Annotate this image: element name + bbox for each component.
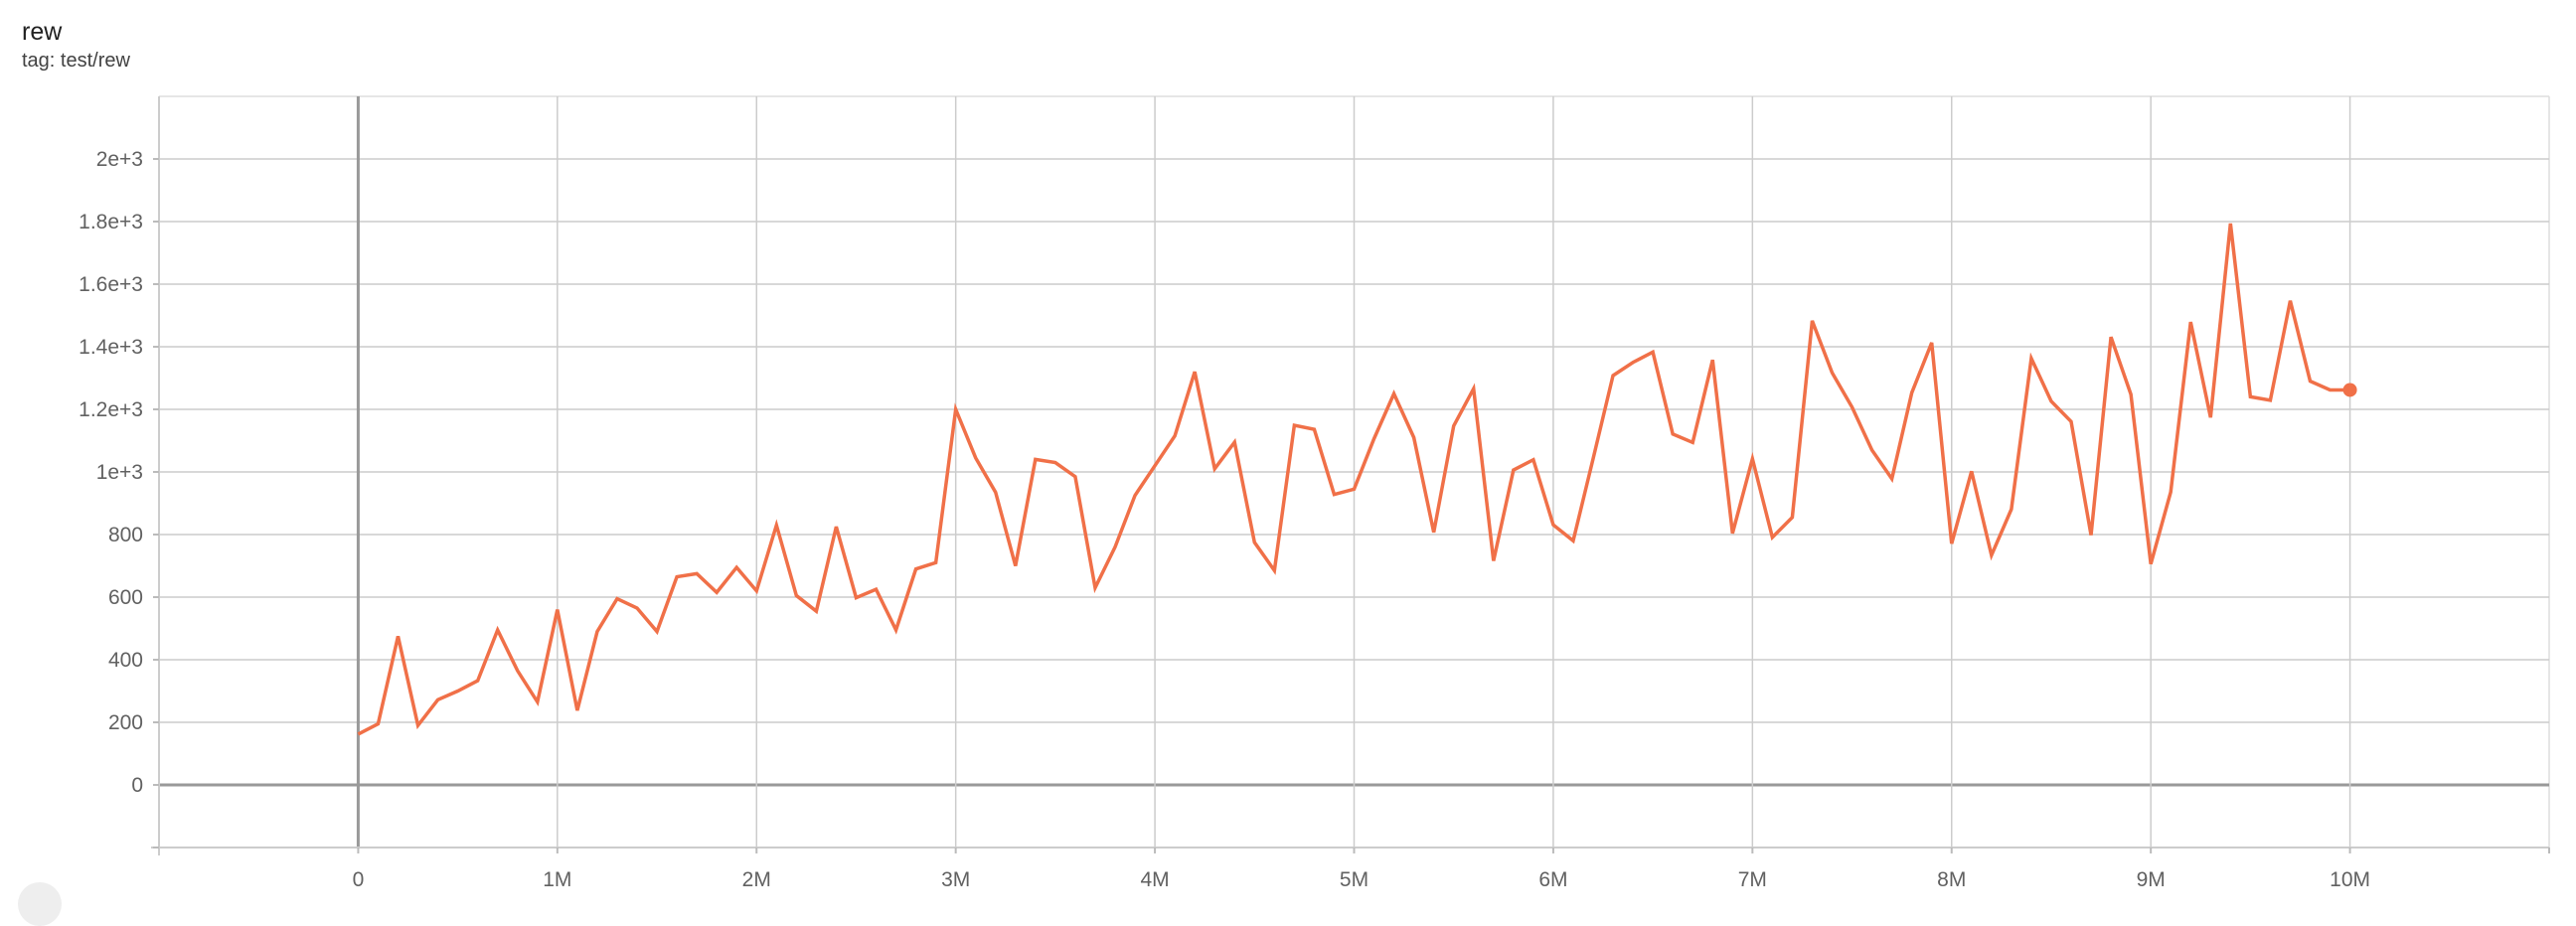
x-tick-label: 0 [353,868,365,891]
data-point [2342,383,2357,397]
y-tick-label: 800 [108,524,143,546]
x-tick-label: 4M [1140,868,1169,891]
y-tick-label: 400 [108,649,143,672]
line-chart[interactable]: 0 200 400 600 800 1e+3 1.2e+3 1.4e+3 1.6e+3 1.8e+… [0,0,2576,900]
x-tick-label: 5M [1340,868,1368,891]
chart-title: rew [22,18,63,46]
x-tick-label: 6M [1538,868,1567,891]
grid [159,95,2550,848]
series [357,223,2357,736]
series-line [357,223,2350,736]
chart-tag: tag: test/rew [22,50,130,72]
x-tick-label: 2M [742,868,771,891]
y-tick-label: 1e+3 [96,461,143,484]
y-tick-label: 1.8e+3 [79,211,143,233]
x-tick-label: 1M [543,868,571,891]
fit-domain-button[interactable] [18,882,62,926]
axes [151,96,2550,855]
y-tick-label: 600 [108,586,143,609]
x-tick-label: 9M [2137,868,2166,891]
y-tick-label: 1.6e+3 [79,273,143,296]
y-tick-label: 1.2e+3 [79,398,143,421]
y-tick-label: 0 [131,774,143,797]
y-tick-label: 2e+3 [96,148,143,171]
x-tick-label: 10M [2330,868,2370,891]
y-tick-label: 200 [108,711,143,734]
y-tick-label: 1.4e+3 [79,336,143,359]
tick-labels: 0 200 400 600 800 1e+3 1.2e+3 1.4e+3 1.6e+3 1.8e+… [79,148,2370,891]
x-tick-label: 3M [941,868,970,891]
x-tick-label: 8M [1937,868,1966,891]
x-tick-label: 7M [1738,868,1767,891]
